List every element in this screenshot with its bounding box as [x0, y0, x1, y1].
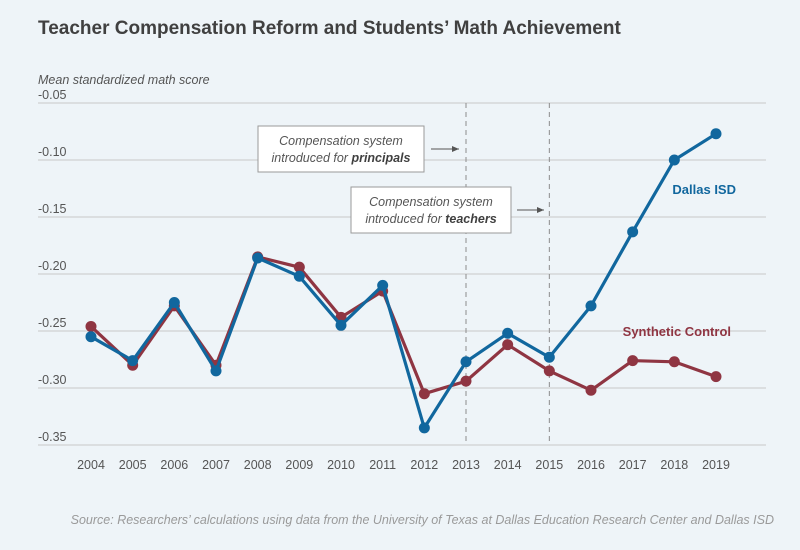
data-point-dallas-isd: [335, 319, 347, 331]
svg-text:introduced for teachers: introduced for teachers: [365, 212, 496, 226]
data-point-synthetic-control: [627, 355, 639, 367]
series-label-synthetic-control: Synthetic Control: [623, 324, 731, 339]
annotation-principals: Compensation system introduced for princ…: [257, 125, 459, 173]
annotation-teachers-box: [350, 186, 512, 234]
data-point-synthetic-control: [460, 375, 472, 387]
y-tick-label: -0.05: [38, 88, 67, 102]
annotation-teachers: Compensation system introduced for teach…: [350, 186, 544, 234]
y-tick-label: -0.25: [38, 316, 67, 330]
data-point-synthetic-control: [710, 371, 722, 383]
x-tick-label: 2016: [577, 458, 605, 472]
y-tick-label: -0.15: [38, 202, 67, 216]
data-point-synthetic-control: [585, 384, 597, 396]
policy-lines: [465, 103, 550, 445]
data-point-synthetic-control: [85, 320, 97, 332]
x-tick-label: 2013: [452, 458, 480, 472]
x-tick-label: 2012: [410, 458, 438, 472]
series-line-dallas-isd: [89, 132, 718, 430]
data-point-dallas-isd: [85, 331, 97, 343]
data-point-synthetic-control: [543, 365, 555, 377]
data-point-dallas-isd: [293, 270, 305, 282]
series-label-dallas-isd: Dallas ISD: [672, 182, 736, 197]
data-point-synthetic-control: [502, 339, 514, 351]
data-point-dallas-isd: [210, 365, 222, 377]
x-tick-label: 2004: [77, 458, 105, 472]
data-point-dallas-isd: [543, 351, 555, 363]
y-tick-label: -0.20: [38, 259, 67, 273]
annotation-principals-bold: principals: [350, 151, 410, 165]
x-tick-label: 2007: [202, 458, 230, 472]
x-tick-label: 2005: [119, 458, 147, 472]
chart-title: Teacher Compensation Reform and Students…: [38, 18, 621, 39]
data-point-dallas-isd: [710, 128, 722, 140]
data-point-synthetic-control: [668, 356, 680, 368]
x-tick-label: 2019: [702, 458, 730, 472]
data-point-dallas-isd: [460, 356, 472, 368]
x-tick-label: 2008: [244, 458, 272, 472]
x-tick-label: 2017: [619, 458, 647, 472]
x-tick-label: 2011: [369, 458, 396, 472]
svg-text:Compensation system: Compensation system: [279, 134, 403, 148]
data-point-dallas-isd: [627, 226, 639, 238]
data-point-dallas-isd: [127, 355, 139, 367]
y-axis-label: Mean standardized math score: [38, 73, 210, 87]
x-tick-labels: 2004 2005 2006 2007 2008 2009 2010 2011 2012 2013…: [77, 458, 730, 472]
source-note: Source: Researchers’ calculations using …: [70, 513, 774, 527]
y-tick-labels: -0.05 -0.10 -0.15 -0.20 -0.25 -0.30 -0.35: [38, 88, 67, 444]
annotation-principals-prefix: introduced for: [272, 151, 352, 165]
x-tick-label: 2014: [494, 458, 522, 472]
x-tick-label: 2018: [660, 458, 688, 472]
data-point-synthetic-control: [293, 261, 305, 273]
data-point-dallas-isd: [252, 252, 264, 264]
annotation-teachers-bold: teachers: [445, 212, 496, 226]
series: [85, 128, 722, 434]
annotation-principals-box: [257, 125, 425, 173]
y-tick-label: -0.10: [38, 145, 67, 159]
data-point-dallas-isd: [418, 422, 430, 434]
y-tick-label: -0.35: [38, 430, 67, 444]
svg-text:introduced for principals: introduced for principals: [272, 151, 411, 165]
x-tick-label: 2009: [285, 458, 313, 472]
annotation-principals-line1: Compensation system: [279, 134, 403, 148]
data-point-dallas-isd: [168, 297, 180, 308]
svg-text:Compensation system: Compensation system: [369, 195, 493, 209]
x-tick-label: 2006: [160, 458, 188, 472]
data-point-dallas-isd: [668, 154, 680, 166]
data-point-dallas-isd: [585, 300, 597, 312]
data-point-synthetic-control: [418, 388, 430, 400]
data-point-dallas-isd: [502, 327, 514, 339]
x-tick-label: 2015: [535, 458, 563, 472]
x-tick-label: 2010: [327, 458, 355, 472]
data-point-dallas-isd: [377, 279, 389, 291]
annotation-teachers-line1: Compensation system: [369, 195, 493, 209]
y-tick-label: -0.30: [38, 373, 67, 387]
annotation-teachers-prefix: introduced for: [365, 212, 445, 226]
